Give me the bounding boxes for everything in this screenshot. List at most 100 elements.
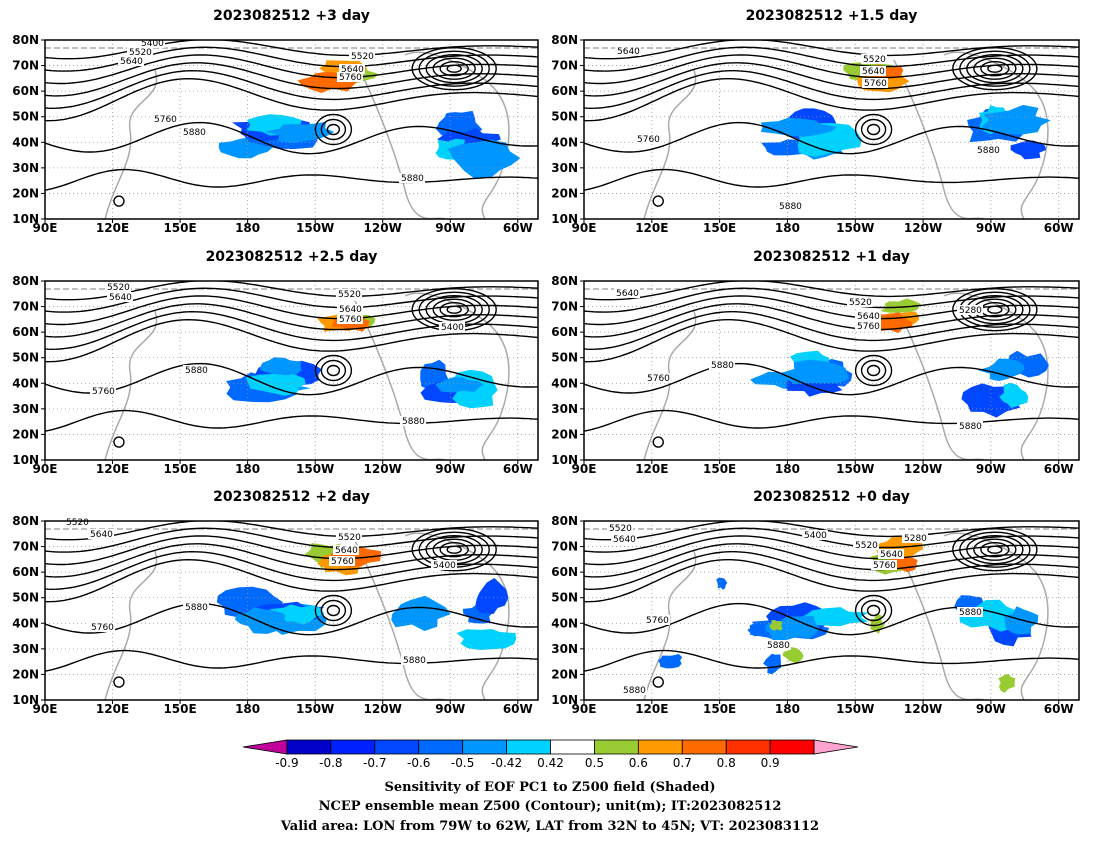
contour-line [584,319,1079,363]
contour-label-bg [337,72,363,82]
contour-label-bg [975,145,1001,155]
contour-ring [966,534,1024,565]
shading-blob [999,382,1029,409]
contour-label-bg [635,134,661,144]
contour-ring [854,594,893,627]
lon-tick-label: 90E [33,221,58,235]
contour-label: 5520 [338,533,361,543]
contour-line [45,543,538,578]
contour-label-bg [855,311,881,321]
contour-line [45,69,538,110]
contour-line [584,281,1079,301]
color-swatch [637,739,683,755]
contour-ring [326,123,341,136]
contour-label-bg [337,314,363,324]
panel-title: 2023082512 +2 day [213,489,370,505]
contour-ring [320,118,347,141]
contour-label: 5880 [185,603,208,613]
shading-blob [448,139,521,179]
lon-tick-label: 150E [703,702,736,716]
contour-label-bg [607,523,633,533]
contour-label-bg [183,602,209,612]
panel-frame [44,280,539,461]
contour-ring [113,195,125,207]
color-swatch [506,739,551,755]
panel-title: 2023082512 +1.5 day [746,8,918,24]
lat-tick-label: 70N [551,300,578,314]
colorbar-tick-label: -0.9 [275,756,298,770]
lat-tick-label: 70N [12,59,39,73]
lat-tick-label: 50N [12,110,39,124]
shading-blob [801,607,869,627]
lon-tick-label: 90E [572,702,597,716]
contour-label-bg [847,297,873,307]
contour-line [584,40,1079,60]
contour-line [584,649,1079,672]
contour-line [45,303,538,338]
contour-label: 5880 [185,366,208,376]
lon-tick-label: 150E [163,221,196,235]
lon-tick-label: 150E [163,702,196,716]
panel-title: 2023082512 +0 day [753,489,910,505]
contour-label-bg [118,56,144,66]
contour-line [584,295,1079,326]
contour-label-bg [862,78,888,88]
lon-tick-label: 150W [296,702,334,716]
caption-block: Sensitivity of EOF PC1 to Z500 field (Sh… [280,780,819,834]
contour-label-bg [777,201,803,211]
caption-line-1: Sensitivity of EOF PC1 to Z500 field (Sh… [384,780,715,795]
contour-label: 5520 [66,518,89,528]
contour-ring [987,305,1003,314]
contour-label-bg [644,615,670,625]
lon-tick-label: 90W [976,702,1006,716]
shading-blob [1010,140,1046,160]
contour-ring [314,113,353,146]
lat-tick-label: 30N [551,642,578,656]
contour-ring [439,541,469,558]
lon-tick-label: 90E [572,221,597,235]
contour-ring [439,60,469,77]
color-swatch [813,739,859,755]
contour-label: 5880 [977,146,1000,156]
contour-label-bg [853,540,879,550]
shading-blob [259,357,302,376]
color-swatch [769,739,815,755]
contour-ring [860,359,887,382]
contour-line [584,521,1079,541]
panel-frame [44,520,539,701]
contour-label: 5880 [711,361,734,371]
panel-frame [583,520,1080,701]
contour-line [584,46,1079,72]
lat-tick-label: 40N [12,135,39,149]
lat-tick-label: 60N [551,325,578,339]
lon-tick-label: 120E [635,462,668,476]
lon-tick-label: 60W [1044,462,1074,476]
lon-tick-label: 90W [976,221,1006,235]
panel-title: 2023082512 +3 day [213,8,370,24]
lat-tick-label: 10N [12,212,39,226]
contour-label: 5640 [335,546,358,556]
contour-label: 5640 [109,293,132,303]
sensitivity-shading [226,308,498,409]
lat-tick-label: 50N [12,591,39,605]
contour-ring [432,57,476,80]
lon-tick-label: 90E [33,702,58,716]
lat-tick-label: 70N [551,540,578,554]
contour-label-bg [871,560,897,570]
contour-ring [860,118,887,141]
color-swatch [550,739,595,755]
z500-contours [584,521,1079,688]
lat-tick-label: 20N [12,667,39,681]
color-swatch [594,739,639,755]
panel-title: 2023082512 +1 day [753,249,910,265]
contour-line [45,121,538,155]
contour-line [584,311,1079,351]
contour-ring [966,53,1024,84]
contour-label: 5760 [864,79,887,89]
z500-contours [45,40,538,207]
contour-label-bg [181,127,207,137]
contour-ring [952,46,1038,91]
